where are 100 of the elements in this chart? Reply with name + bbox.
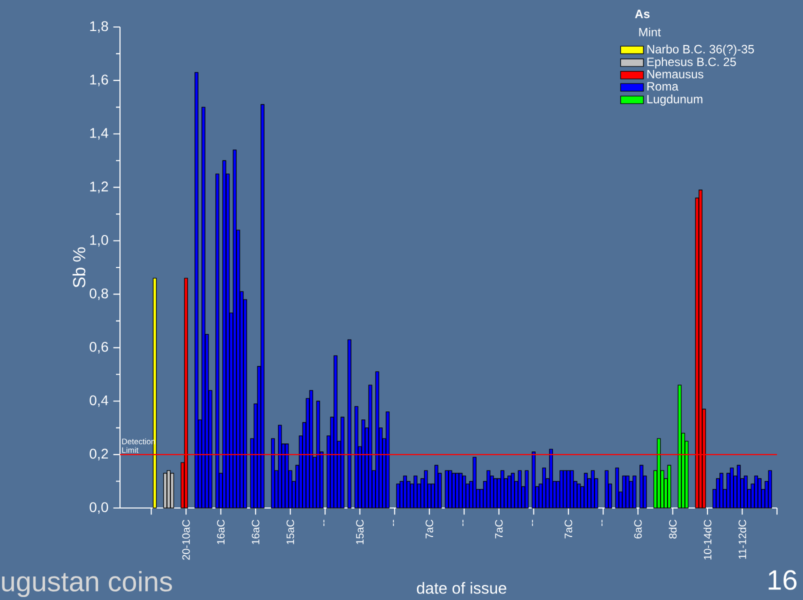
legend-label: Narbo B.C. 36(?)-35 (647, 44, 754, 56)
bar (284, 444, 289, 508)
bar (532, 452, 536, 508)
x-tick-label: -- (393, 520, 394, 526)
bar (566, 470, 570, 508)
bar (570, 470, 574, 508)
x-tick-label: 20-10aC (182, 520, 190, 560)
bar (542, 468, 546, 508)
y-tick-label: 0,4 (90, 395, 108, 407)
bar (486, 470, 490, 508)
bar (590, 470, 595, 508)
bar (518, 470, 522, 508)
bar (170, 472, 174, 508)
y-tick-label: 1,0 (90, 235, 108, 247)
bar (758, 478, 762, 508)
bar (632, 476, 636, 508)
y-tick-label: 1,6 (90, 74, 108, 86)
bar (444, 470, 449, 508)
bar (768, 470, 772, 508)
bar (215, 174, 220, 508)
bar (510, 472, 515, 508)
x-tick-label: 8dC (668, 520, 677, 538)
text: 16 (768, 570, 797, 590)
x-tick-label: 7aC (495, 520, 503, 538)
bar (604, 470, 609, 508)
x-tick-label: 7aC (564, 520, 572, 538)
x-tick-label: 16aC (217, 520, 225, 544)
bar (194, 72, 198, 508)
bar (719, 472, 724, 508)
x-tick-label: -- (323, 520, 324, 526)
bar (368, 384, 372, 508)
bar (309, 390, 314, 508)
bar (375, 371, 380, 508)
text: ugustan coins (2, 570, 172, 598)
y-tick-label: 1,2 (90, 182, 108, 194)
bar (386, 411, 390, 508)
y-tick-label: 1,8 (90, 21, 108, 33)
bar (730, 468, 734, 508)
bar (260, 104, 264, 508)
x-tick-label: 10-14dC (704, 520, 712, 560)
bar (202, 106, 206, 508)
bar (472, 456, 476, 508)
bar (549, 448, 553, 508)
bar (163, 472, 168, 508)
y-tick-label: 0,2 (90, 448, 108, 460)
y-tick-label: 0,6 (90, 342, 108, 354)
bar (414, 476, 418, 508)
x-tick-label: 15aC (286, 520, 294, 544)
bar (448, 470, 452, 508)
bar (576, 484, 581, 508)
x-tick-label: 7aC (426, 520, 434, 538)
bar (222, 160, 226, 508)
bar (462, 476, 466, 508)
y-axis-title: Sb % (72, 247, 86, 288)
x-tick-label: 11-12dC (738, 520, 746, 559)
bar (622, 476, 626, 508)
annotation: Mint (639, 28, 661, 36)
x-axis-title: date of issue (416, 582, 506, 594)
bar (640, 464, 644, 508)
y-tick-label: 0,0 (90, 502, 108, 514)
bar (656, 438, 661, 508)
bar (334, 355, 338, 508)
y-tick-label: 1,4 (90, 128, 108, 140)
bar (424, 470, 428, 508)
bar (524, 470, 529, 508)
legend-title: As (635, 10, 650, 18)
bar (494, 478, 498, 508)
bar (271, 438, 275, 508)
y-tick-label: 0,8 (90, 288, 108, 300)
bar (667, 464, 672, 508)
bar (626, 476, 630, 508)
bar (340, 416, 344, 508)
legend-label: Nemausus (647, 70, 704, 78)
x-tick-label: -- (532, 520, 533, 526)
bar (500, 470, 504, 508)
bar (434, 464, 438, 508)
bar (563, 470, 567, 508)
x-tick-label: 15aC (356, 520, 364, 544)
bar (232, 150, 237, 508)
x-tick-label: 6aC (634, 520, 642, 538)
x-tick-label: 16aC (252, 520, 260, 544)
bar (278, 424, 282, 508)
bar (403, 476, 407, 508)
bar (507, 476, 512, 508)
legend-label: Lugdunum (647, 94, 702, 106)
legend-label: Roma (647, 82, 678, 91)
bar (354, 406, 358, 508)
x-tick-label: -- (462, 520, 464, 526)
bar (584, 472, 588, 508)
bar (736, 464, 741, 508)
bar (744, 476, 748, 508)
bar (452, 472, 456, 508)
legend-label: Ephesus B.C. 25 (647, 57, 736, 68)
bar (678, 384, 682, 508)
bar (348, 339, 352, 508)
bar (361, 419, 366, 508)
bar (615, 468, 619, 508)
bar (396, 484, 400, 508)
bar (560, 470, 564, 508)
bar (455, 472, 460, 508)
